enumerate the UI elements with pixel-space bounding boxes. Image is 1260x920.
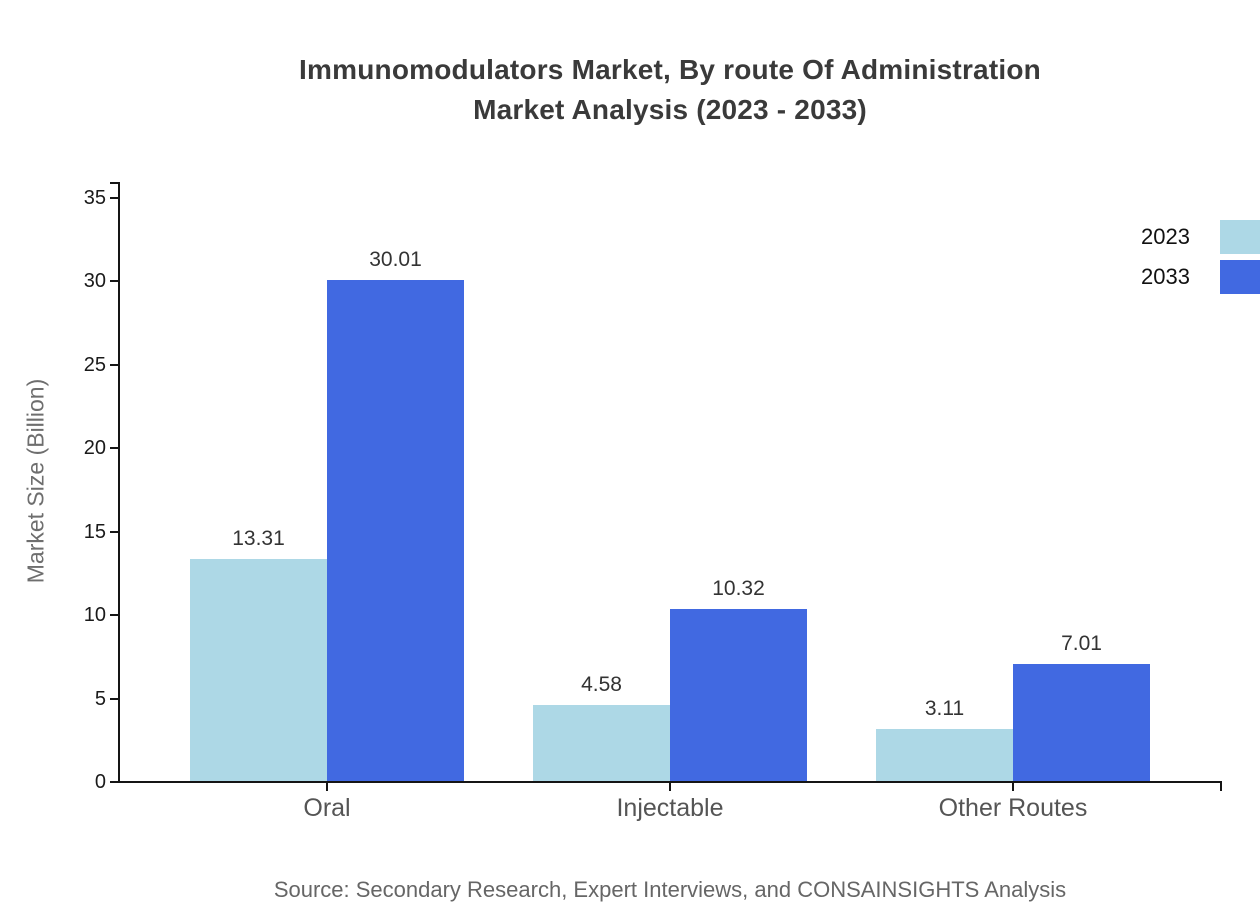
x-axis-end-cap [1220, 783, 1222, 791]
legend-swatch [1220, 220, 1260, 254]
bar-2033-injectable [670, 609, 807, 781]
chart-title-line2: Market Analysis (2023 - 2033) [473, 94, 867, 125]
legend-row-2033: 2033 [1141, 260, 1260, 294]
y-tick-mark [110, 781, 119, 783]
value-label-2023-injectable: 4.58 [581, 673, 622, 696]
value-label-2033-injectable: 10.32 [712, 577, 765, 600]
bar-2023-injectable [533, 705, 670, 781]
value-label-2033-other-routes: 7.01 [1061, 632, 1102, 655]
legend-label: 2023 [1141, 224, 1190, 249]
category-label-other-routes: Other Routes [938, 794, 1088, 822]
category-label-oral: Oral [303, 794, 351, 822]
value-label-2023-oral: 13.31 [232, 527, 285, 550]
x-tick-mark [669, 783, 671, 791]
x-tick-mark [326, 783, 328, 791]
bar-2033-oral [327, 280, 464, 781]
y-tick-label: 10 [83, 604, 106, 627]
y-tick-label: 20 [83, 437, 106, 460]
chart-title-line1: Immunomodulators Market, By route Of Adm… [299, 54, 1041, 85]
y-tick-label: 25 [83, 353, 106, 376]
y-tick-label: 0 [94, 771, 106, 793]
legend-label: 2033 [1141, 264, 1190, 289]
legend-swatch [1220, 260, 1260, 294]
y-tick-mark [110, 197, 119, 199]
category-label-injectable: Injectable [616, 794, 724, 822]
value-label-2033-oral: 30.01 [369, 248, 422, 271]
source-note: Source: Secondary Research, Expert Inter… [273, 877, 1067, 902]
y-tick-label: 15 [83, 520, 106, 543]
y-tick-label: 35 [83, 187, 106, 209]
y-axis-top-cap [110, 182, 119, 184]
y-axis-line [118, 182, 120, 783]
x-axis-line [118, 781, 1222, 783]
y-tick-mark [110, 280, 119, 283]
bar-2033-other-routes [1013, 664, 1150, 781]
y-tick-label: 30 [83, 270, 106, 293]
y-tick-mark [110, 530, 119, 533]
x-tick-mark [1012, 783, 1014, 791]
bar-2023-oral [190, 559, 327, 781]
bar-2023-other-routes [876, 729, 1013, 781]
legend-row-2023: 2023 [1141, 220, 1260, 254]
y-tick-mark [110, 697, 119, 700]
chart-title: Immunomodulators Market, By route Of Adm… [120, 50, 1220, 130]
y-tick-mark [110, 614, 119, 617]
value-label-2023-other-routes: 3.11 [924, 697, 965, 720]
y-tick-mark [110, 363, 119, 366]
y-tick-mark [110, 447, 119, 450]
y-tick-label: 5 [94, 687, 106, 710]
